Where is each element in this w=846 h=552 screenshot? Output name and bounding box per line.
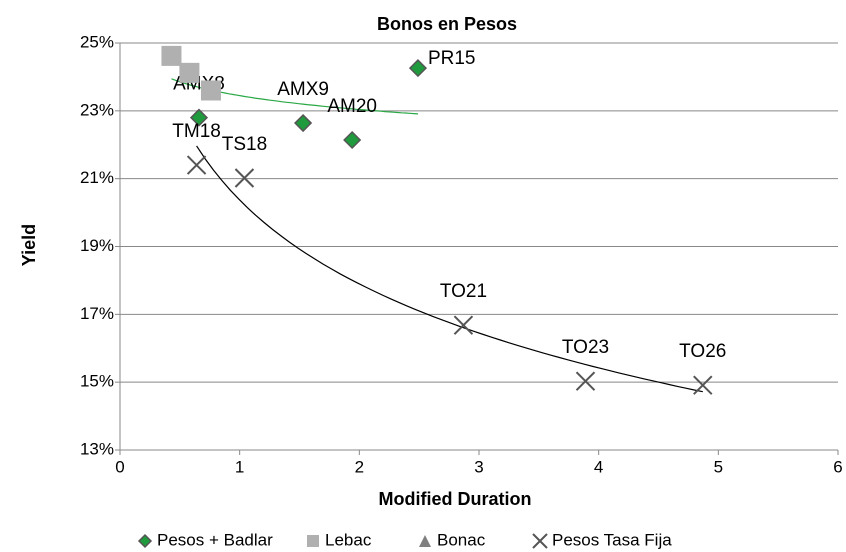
x-tick-label: 4 bbox=[594, 457, 603, 476]
x-tick-label: 6 bbox=[833, 457, 842, 476]
point bbox=[200, 80, 221, 101]
point bbox=[575, 371, 596, 391]
chart-title: Bonos en Pesos bbox=[377, 14, 517, 34]
legend-label: Lebac bbox=[325, 530, 372, 549]
legend-label: Pesos Tasa Fija bbox=[552, 530, 672, 549]
trendline bbox=[196, 145, 703, 393]
y-tick-label: 17% bbox=[80, 304, 114, 323]
y-tick-label: 25% bbox=[80, 32, 114, 51]
point-label: AM20 bbox=[327, 96, 377, 117]
legend-label: Bonac bbox=[437, 530, 486, 549]
y-tick-label: 15% bbox=[80, 372, 114, 391]
point bbox=[343, 130, 362, 150]
point-label: TO23 bbox=[562, 337, 609, 358]
point bbox=[189, 108, 209, 127]
point-label: AMX9 bbox=[277, 79, 329, 100]
point bbox=[294, 113, 313, 133]
point-label: TM18 bbox=[172, 121, 221, 142]
y-axis-label: Yield bbox=[19, 224, 39, 266]
y-tick-label: 21% bbox=[80, 168, 114, 187]
point-label: TO26 bbox=[679, 341, 726, 362]
point bbox=[693, 375, 713, 395]
y-tick-label: 23% bbox=[80, 100, 114, 119]
legend-marker bbox=[137, 533, 153, 549]
x-tick-label: 0 bbox=[115, 457, 124, 476]
x-axis-label: Modified Duration bbox=[379, 489, 532, 509]
y-tick-label: 13% bbox=[80, 439, 114, 458]
legend-marker bbox=[532, 533, 548, 549]
x-tick-label: 1 bbox=[235, 457, 244, 476]
x-tick-label: 3 bbox=[474, 457, 483, 476]
point bbox=[161, 45, 182, 66]
legend-label: Pesos + Badlar bbox=[157, 530, 273, 549]
point bbox=[234, 168, 255, 188]
point-label: TS18 bbox=[222, 134, 267, 155]
point bbox=[186, 155, 207, 175]
point bbox=[453, 315, 474, 335]
point bbox=[179, 62, 200, 83]
x-tick-label: 5 bbox=[714, 457, 723, 476]
legend-marker bbox=[307, 535, 319, 547]
point-label: TO21 bbox=[440, 281, 487, 302]
point bbox=[408, 59, 428, 78]
y-tick-label: 19% bbox=[80, 236, 114, 255]
x-tick-label: 2 bbox=[355, 457, 364, 476]
point-label: PR15 bbox=[428, 48, 476, 69]
legend-marker bbox=[419, 535, 431, 547]
